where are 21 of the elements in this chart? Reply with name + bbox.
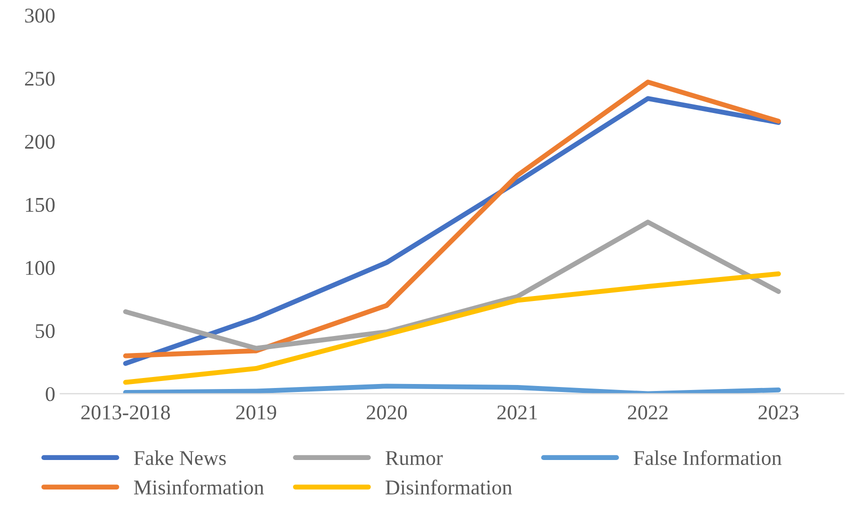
- x-tick-label: 2020: [366, 405, 407, 420]
- y-tick-label: 100: [26, 260, 55, 275]
- x-tick-label: 2013-2018: [81, 405, 170, 420]
- legend-label: Fake News: [134, 450, 226, 466]
- line-series: [123, 384, 781, 394]
- y-tick-label: 250: [25, 72, 55, 86]
- y-tick-label: 200: [25, 134, 55, 149]
- legend-label: Misinformation: [134, 480, 264, 495]
- y-tick-label: 300: [25, 8, 55, 23]
- y-tick-label: 150: [26, 198, 55, 212]
- y-tick-label: 0: [46, 387, 55, 402]
- legend-label: False Information: [634, 450, 782, 466]
- x-tick-label: 2021: [497, 405, 537, 420]
- y-tick-label: 50: [36, 324, 55, 338]
- line-series: [123, 220, 781, 351]
- line-series: [123, 271, 781, 385]
- legend-label: Rumor: [386, 451, 443, 466]
- x-tick-label: 2023: [758, 405, 799, 420]
- legend-label: Disinformation: [386, 480, 512, 495]
- x-tick-label: 2019: [236, 405, 276, 420]
- x-tick-label: 2022: [628, 405, 668, 420]
